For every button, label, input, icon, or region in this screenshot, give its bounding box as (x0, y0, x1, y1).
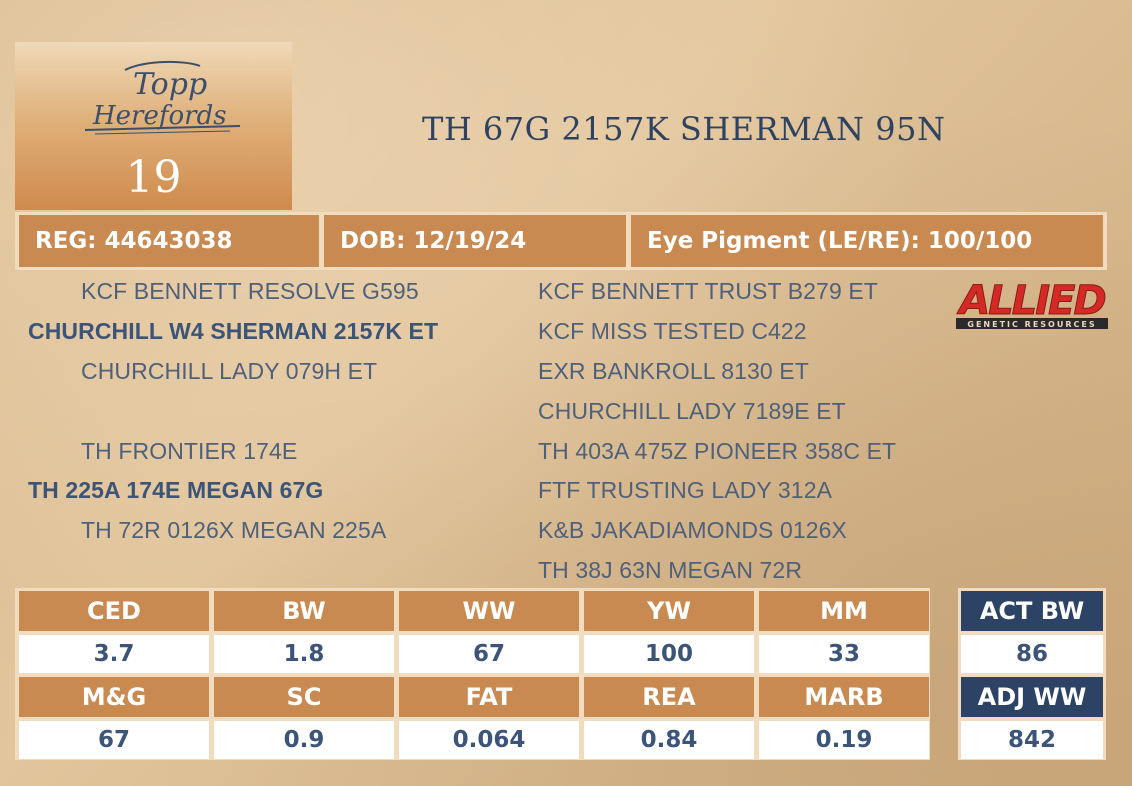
topp-herefords-logo: Topp Herefords (84, 60, 241, 135)
pedigree-great-grand-3: EXR BANKROLL 8130 ET (538, 358, 809, 384)
epd-header-mg: M&G (19, 677, 209, 717)
epd-header-ww: WW (399, 591, 579, 631)
animal-name: TH 67G 2157K SHERMAN 95N (422, 110, 946, 148)
epd-header-sc: SC (214, 677, 394, 717)
pedigree-dam-sire: TH FRONTIER 174E (81, 438, 298, 464)
epd-header-marb: MARB (759, 677, 929, 717)
pedigree-great-grand-8: TH 38J 63N MEGAN 72R (538, 557, 803, 583)
allied-genetic-resources-logo: ALLIED GENETIC RESOURCES (956, 278, 1108, 329)
adj-ww-header: ADJ WW (961, 677, 1103, 717)
adj-ww-value: 842 (961, 721, 1103, 759)
epd-table: CED BW WW YW MM 3.7 1.8 67 100 33 M&G SC… (15, 588, 930, 760)
pedigree-sire: CHURCHILL W4 SHERMAN 2157K ET (28, 318, 439, 344)
registration-number: REG: 44643038 (19, 215, 319, 267)
act-bw-header: ACT BW (961, 591, 1103, 631)
lot-number: 19 (125, 152, 182, 203)
epd-value-marb: 0.19 (759, 721, 929, 759)
pedigree-great-grand-6: FTF TRUSTING LADY 312A (538, 477, 833, 503)
allied-logo-name: ALLIED (956, 278, 1105, 324)
act-bw-value: 86 (961, 635, 1103, 673)
epd-header-yw: YW (584, 591, 754, 631)
epd-header-mm: MM (759, 591, 929, 631)
farm-logo-block: Topp Herefords 19 (15, 42, 292, 210)
allied-logo-tagline: GENETIC RESOURCES (967, 320, 1096, 329)
epd-value-fat: 0.064 (399, 721, 579, 759)
epd-value-ww: 67 (399, 635, 579, 673)
epd-header-fat: FAT (399, 677, 579, 717)
epd-value-rea: 0.84 (584, 721, 754, 759)
pedigree-dam: TH 225A 174E MEGAN 67G (28, 477, 324, 503)
epd-value-mg: 67 (19, 721, 209, 759)
pedigree-sire-sire: KCF BENNETT RESOLVE G595 (81, 278, 419, 304)
actuals-table: ACT BW 86 ADJ WW 842 (958, 588, 1106, 760)
epd-header-ced: CED (19, 591, 209, 631)
epd-value-yw: 100 (584, 635, 754, 673)
epd-header-bw: BW (214, 591, 394, 631)
logo-text-herefords: Herefords (92, 101, 227, 131)
epd-value-bw: 1.8 (214, 635, 394, 673)
epd-value-ced: 3.7 (19, 635, 209, 673)
pedigree-great-grand-1: KCF BENNETT TRUST B279 ET (538, 278, 878, 304)
logo-text-topp: Topp (133, 67, 207, 102)
pedigree-dam-dam: TH 72R 0126X MEGAN 225A (81, 517, 387, 543)
epd-header-rea: REA (584, 677, 754, 717)
pedigree-sire-dam: CHURCHILL LADY 079H ET (81, 358, 378, 384)
epd-value-sc: 0.9 (214, 721, 394, 759)
pedigree-great-grand-4: CHURCHILL LADY 7189E ET (538, 398, 846, 424)
info-bar: REG: 44643038 DOB: 12/19/24 Eye Pigment … (15, 212, 1107, 270)
eye-pigment: Eye Pigment (LE/RE): 100/100 (631, 215, 1103, 267)
epd-value-mm: 33 (759, 635, 929, 673)
date-of-birth: DOB: 12/19/24 (324, 215, 626, 267)
pedigree-great-grand-5: TH 403A 475Z PIONEER 358C ET (538, 438, 897, 464)
pedigree-great-grand-2: KCF MISS TESTED C422 (538, 318, 807, 344)
pedigree-great-grand-7: K&B JAKADIAMONDS 0126X (538, 517, 847, 543)
